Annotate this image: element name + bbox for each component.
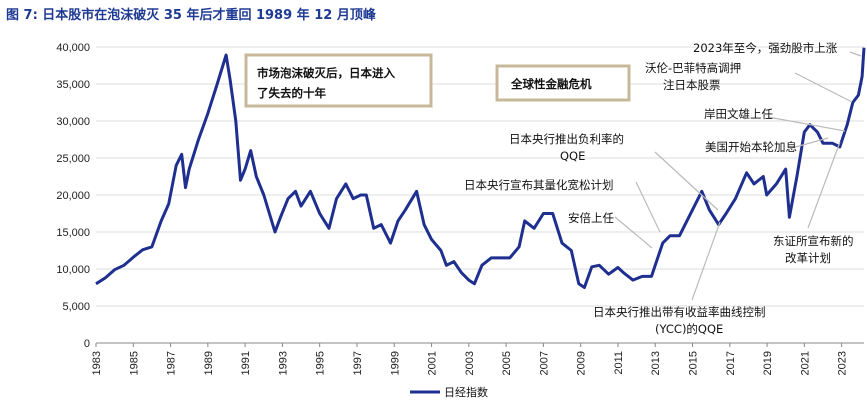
annotation-tse-2: 改革计划 [785,251,831,265]
y-tick-label: 15,000 [56,227,90,239]
annotation-leaders [614,51,862,301]
x-tick-label: 1991 [240,351,252,375]
annotation-abe: 安倍上任 [568,211,614,225]
y-tick-label: 25,000 [56,153,90,165]
y-tick-label: 40,000 [56,42,90,54]
y-axis: 0 5,000 10,000 15,000 20,000 25,000 30,000 35,0… [56,42,90,350]
annotation-buffett-2: 注日本股票 [663,78,721,92]
x-tick-label: 2009 [576,351,588,375]
annotation-negative-rate-1: 日本央行推出负利率的 [509,132,624,146]
x-tick-label: 2011 [613,351,625,375]
x-tick-label: 1985 [128,351,140,375]
callout-lost-decade-1: 市场泡沫破灭后，日本进入 [257,66,395,80]
annotation-us-hikes: 美国开始本轮加息 [705,140,797,154]
y-tick-label: 5,000 [62,301,90,313]
annotation-tse-1: 东证所宣布新的 [773,234,854,248]
annotation-ycc-2: (YCC)的QQE [655,322,723,336]
annotation-negative-rate-2: QQE [560,149,585,163]
chart-title: 图 7: 日本股市在泡沫破灭 35 年后才重回 1989 年 12 月顶峰 [6,8,376,23]
x-tick-label: 2015 [688,351,700,375]
x-tick-label: 1999 [389,351,401,375]
callout-box-lost-decade [244,53,433,108]
x-tick-label: 1987 [166,351,178,375]
x-axis: 1983 1985 1987 1989 1991 1993 1995 1997 1999 2001… [91,343,849,375]
x-tick-label: 2007 [538,351,550,375]
y-tick-label: 10,000 [56,264,90,276]
x-tick-label: 1983 [91,351,103,375]
annotation-ycc-1: 日本央行推出带有收益率曲线控制 [593,305,766,319]
x-tick-label: 2017 [725,351,737,375]
y-tick-label: 20,000 [56,190,90,202]
grid-lines [96,46,864,344]
annotation-rally: 2023年至今，强劲股市上涨 [693,41,838,55]
annotation-buffett-1: 沃伦-巴菲特高调押 [645,61,741,75]
y-tick-label: 30,000 [56,116,90,128]
x-tick-label: 1989 [203,351,215,375]
series-line-nikkei [95,47,866,289]
annotation-kishida: 岸田文雄上任 [704,107,773,121]
x-tick-label: 1997 [352,351,364,375]
legend-label: 日经指数 [444,385,488,399]
x-tick-label: 2005 [501,351,513,375]
x-tick-label: 2001 [427,351,439,375]
x-tick-label: 2019 [762,351,774,375]
x-tick-label: 1995 [315,351,327,375]
y-tick-label: 0 [84,338,90,350]
x-tick-label: 2013 [650,351,662,375]
x-tick-label: 2023 [837,351,849,375]
callout-gfc: 全球性金融危机 [510,77,592,91]
y-tick-label: 35,000 [56,79,90,91]
callout-box-gfc [495,64,631,102]
callout-lost-decade-2: 了失去的十年 [257,86,326,100]
annotation-qe: 日本央行宣布其量化宽松计划 [464,178,614,192]
x-tick-label: 1993 [277,351,289,375]
x-tick-label: 2003 [464,351,476,375]
x-tick-label: 2021 [799,351,811,375]
